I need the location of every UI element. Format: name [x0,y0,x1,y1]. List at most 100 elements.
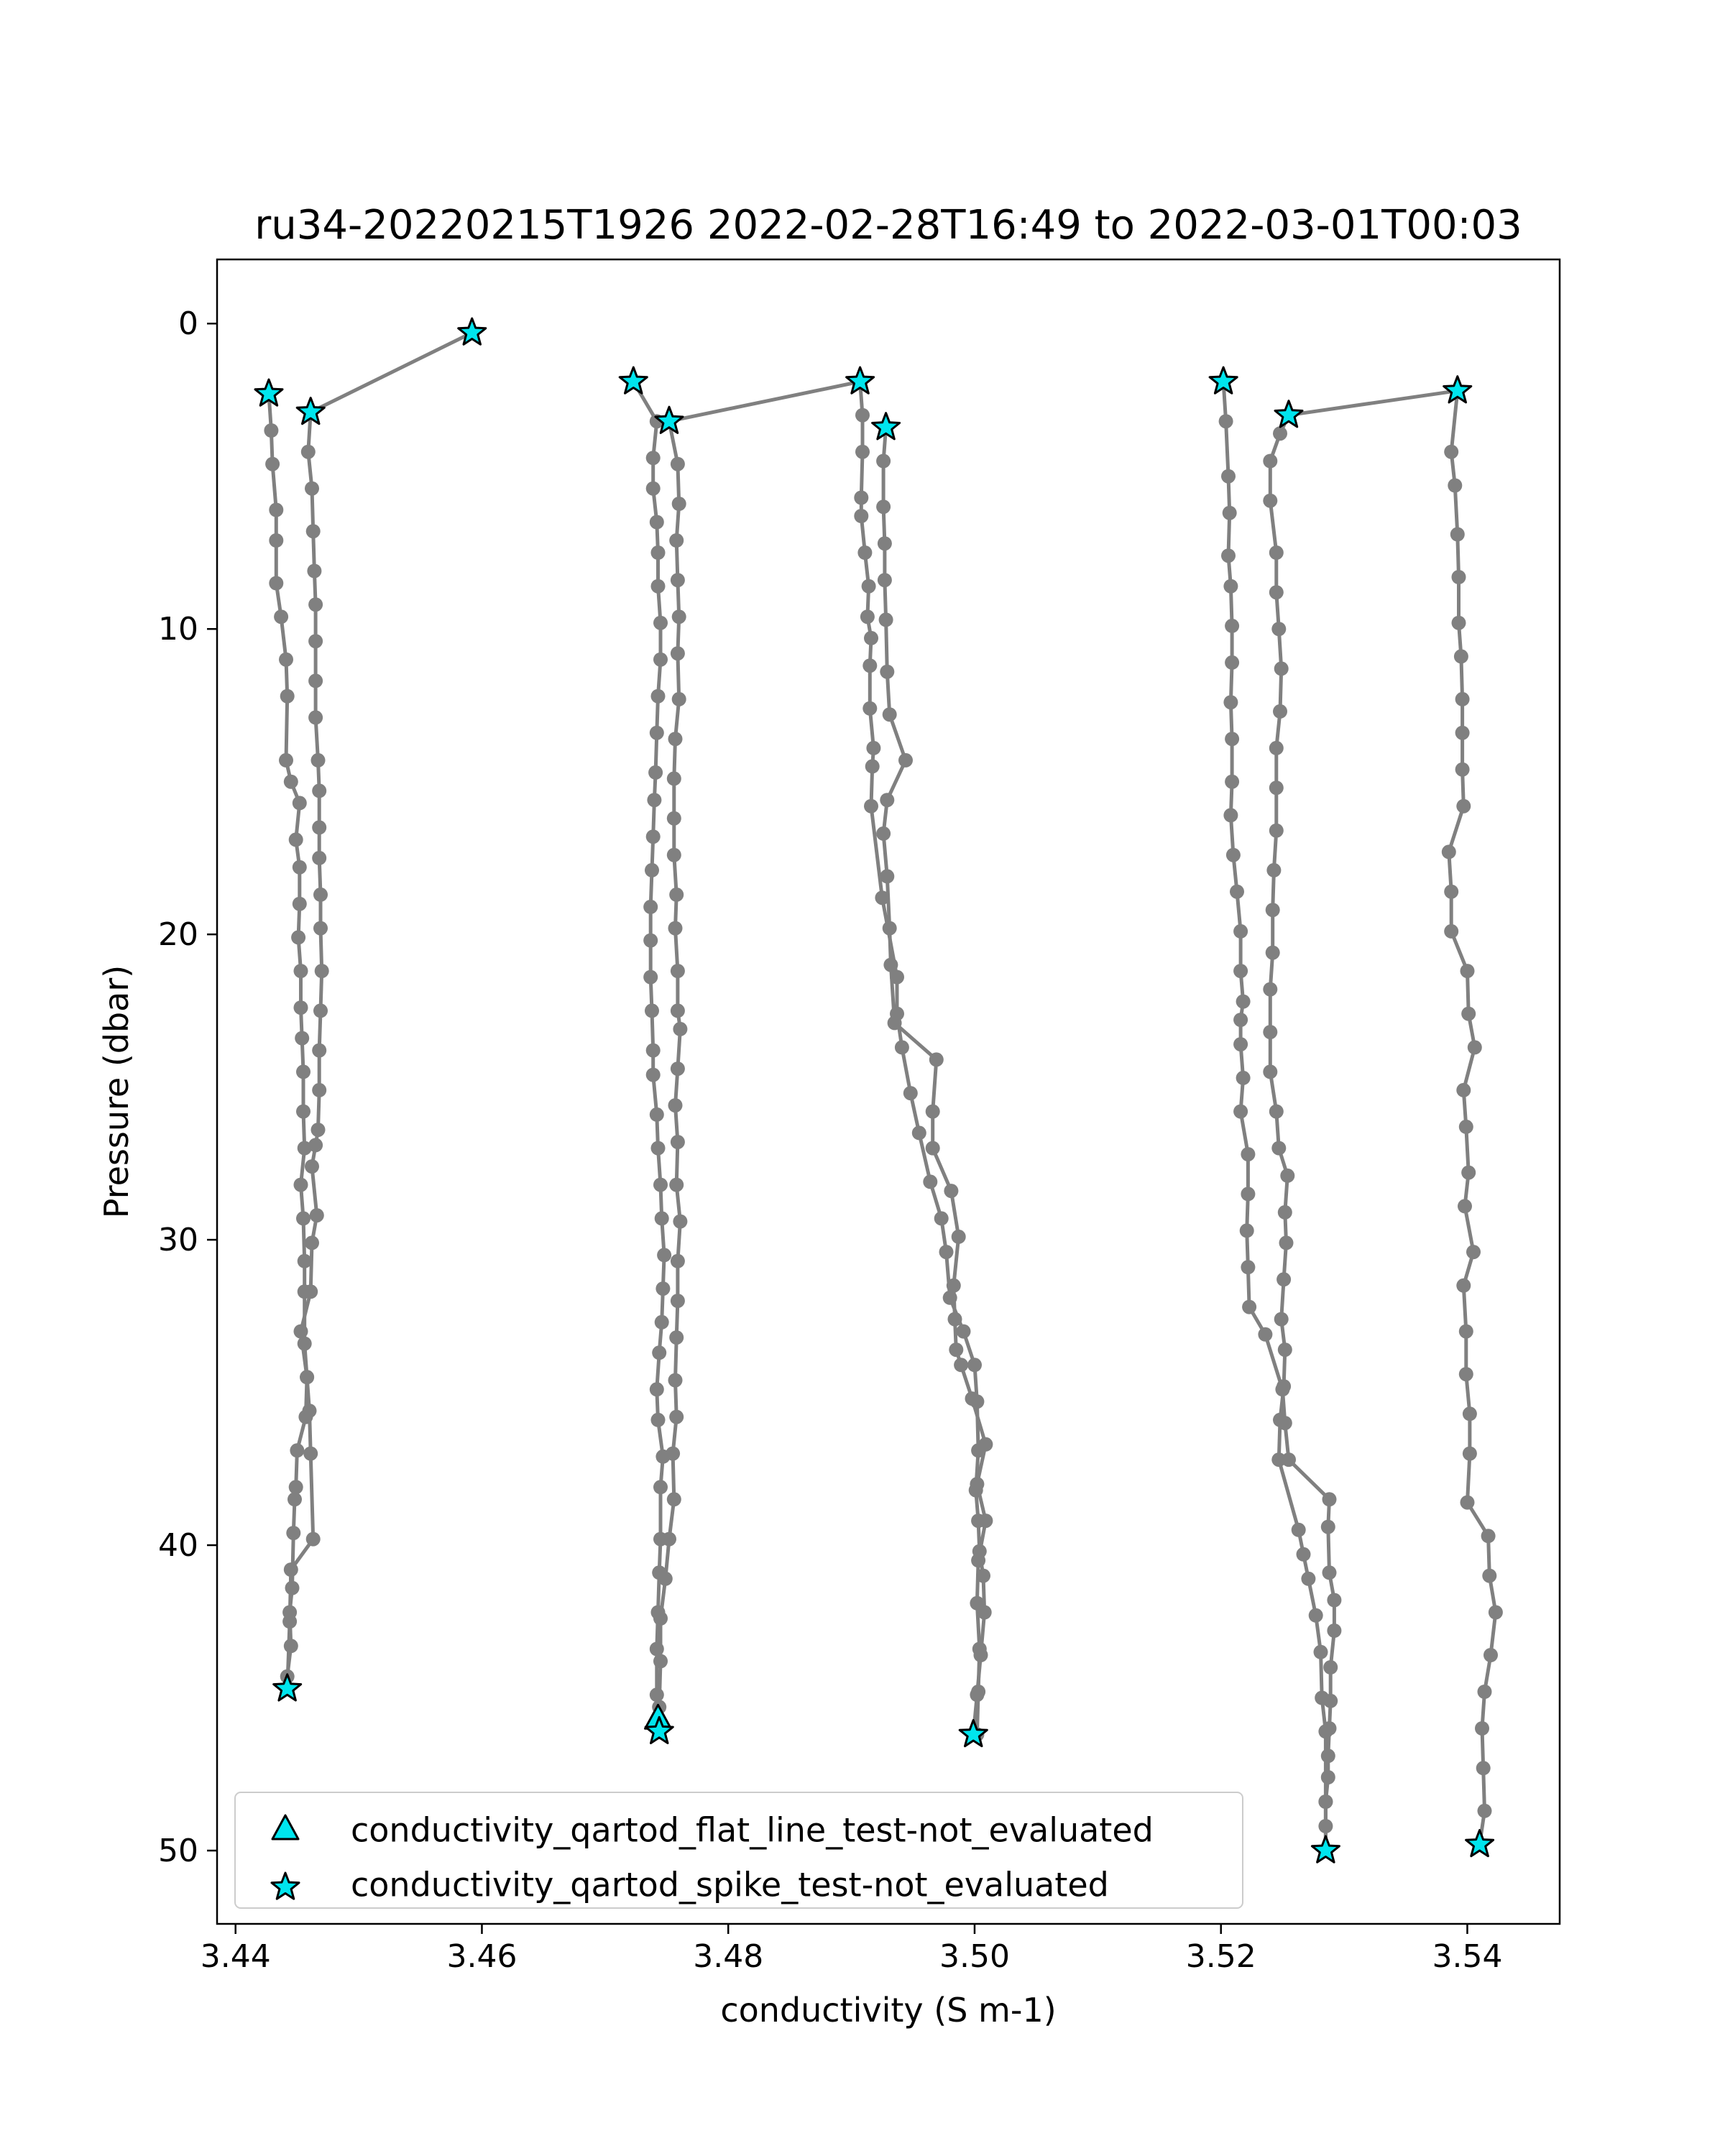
data-point [296,1211,310,1226]
data-point [1233,964,1248,979]
data-point [650,579,666,594]
data-point [898,752,913,768]
data-point [293,1177,308,1192]
data-point [876,499,891,515]
spike-flag-marker [958,1719,988,1748]
data-point [1327,1593,1342,1608]
data-point [1269,545,1284,560]
data-point [1225,655,1240,670]
data-point [312,783,327,798]
x-tick-label: 3.44 [201,1938,271,1975]
data-point [880,869,895,884]
data-point [944,1184,959,1199]
data-point [654,1211,669,1226]
data-point [890,969,904,985]
data-point [653,615,668,630]
data-point [288,1492,302,1507]
data-point [1241,1147,1256,1162]
star-icon [270,1871,300,1900]
data-point [671,497,686,511]
data-point [649,1687,664,1703]
x-axis: 3.44 3.46 3.48 3.50 3.52 3.54 [201,1924,1502,1975]
data-point [934,1211,949,1226]
data-point [653,652,668,667]
data-point [1233,1013,1248,1028]
data-point [662,1531,676,1547]
data-point [296,1064,310,1079]
data-point [288,1480,303,1495]
data-point [308,634,323,649]
spike-flag-marker [1465,1829,1495,1858]
data-point [292,860,307,875]
data-point [951,1229,966,1244]
data-point [669,533,684,548]
data-point [312,850,327,865]
data-point [645,862,659,877]
data-point [673,1021,688,1036]
qc-flag-markers [254,317,1495,1864]
data-point [650,545,666,560]
data-point [653,1611,668,1626]
data-point [649,1107,664,1122]
data-point [288,832,303,847]
plot-area [254,317,1503,1864]
data-point [298,1409,313,1424]
data-point [666,771,681,786]
data-point [968,1483,983,1498]
data-point [264,423,279,438]
data-point [882,707,897,722]
data-point [1322,1565,1337,1580]
data-point [309,1208,324,1223]
x-tick-label: 3.46 [446,1938,517,1975]
data-point [929,1052,944,1067]
data-point [1218,414,1233,429]
data-point [269,502,284,517]
data-point [650,688,666,704]
data-point [297,1284,312,1299]
data-point [1280,1168,1295,1183]
data-point [1291,1522,1306,1537]
data-point [1223,695,1238,710]
data-point [647,793,662,808]
data-point [1315,1690,1330,1705]
data-point [648,765,663,780]
data-point [1318,1795,1333,1809]
data-point [1239,1223,1254,1238]
data-point [668,921,683,936]
data-point [657,1248,672,1263]
data-point [1230,884,1244,899]
data-point [313,887,328,902]
data-point [1451,570,1466,584]
data-point [305,1235,319,1250]
legend-box [234,1792,1243,1909]
data-point [1221,469,1236,484]
data-point [1225,618,1240,633]
spike-flag-marker [644,1715,674,1744]
data-point [1320,1770,1335,1784]
data-point [1236,994,1251,1009]
data-point [864,630,878,645]
data-point [1455,762,1470,777]
x-axis-label: conductivity (S m-1) [720,1991,1056,2030]
data-point [1444,444,1459,459]
data-point [279,652,293,667]
series-2 [262,387,315,1696]
data-point [1477,1803,1492,1818]
data-point [864,798,878,814]
data-point [292,896,307,911]
data-point [855,407,870,423]
data-point [1263,982,1278,997]
data-point [1455,691,1470,706]
data-point [297,1253,312,1268]
x-tick-label: 3.50 [939,1938,1010,1975]
data-point [861,579,876,594]
plot-frame [216,258,1561,1925]
data-point [1484,1648,1498,1662]
data-point [876,826,891,841]
data-point [656,1281,671,1296]
data-point [1450,527,1465,542]
data-point [970,1394,985,1409]
data-point [274,609,289,625]
data-point [877,536,892,551]
data-point [976,1568,990,1583]
